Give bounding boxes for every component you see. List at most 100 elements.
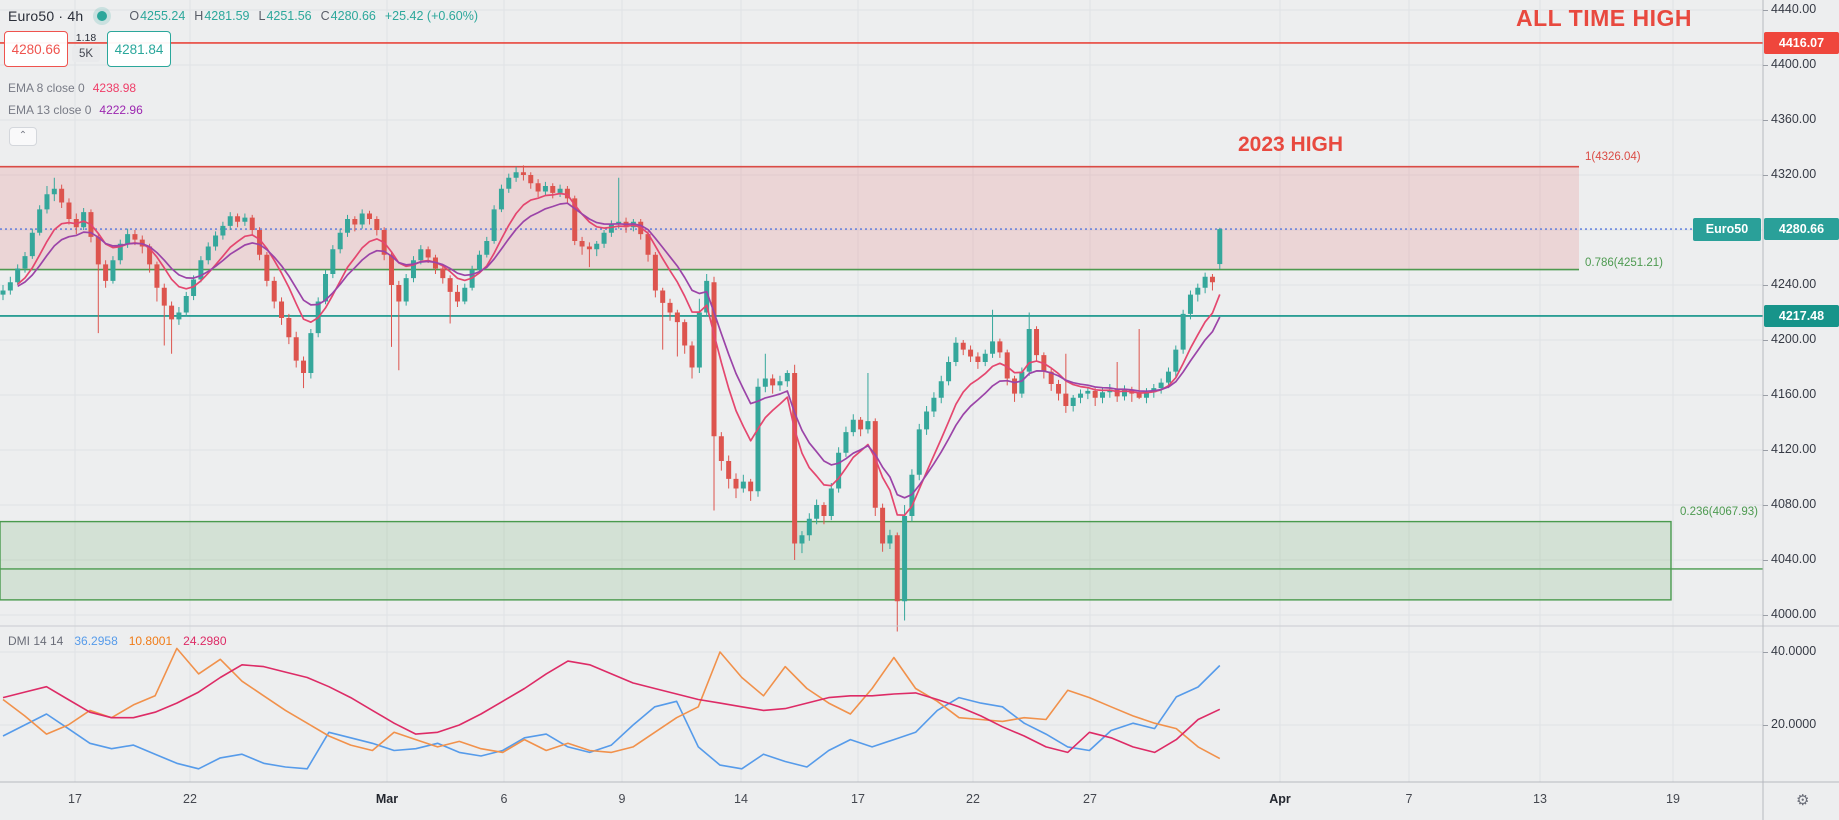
ohlc-readout: O4255.24 H4281.59 L4251.56 C4280.66 +25.…: [129, 9, 478, 23]
price-axis-tick[interactable]: 4320.00: [1762, 167, 1817, 181]
time-axis-tick[interactable]: 13: [1533, 792, 1547, 806]
price-axis-tick[interactable]: 4080.00: [1762, 497, 1817, 511]
candle-body: [711, 282, 717, 437]
candle-body: [733, 478, 739, 489]
price-axis-tick[interactable]: 4440.00: [1762, 2, 1817, 16]
candle-body: [674, 312, 680, 323]
dmi-axis-tick[interactable]: 20.0000: [1762, 717, 1817, 731]
candle-body: [894, 535, 900, 602]
ema8-line[interactable]: [17, 192, 1221, 517]
fib-resistance-zone[interactable]: [0, 166, 1579, 270]
candle-body: [946, 362, 952, 382]
close-label: C: [320, 9, 330, 23]
candle-body: [447, 278, 453, 292]
candle-body: [960, 342, 966, 350]
time-axis-tick[interactable]: 19: [1666, 792, 1680, 806]
quantity-chip[interactable]: 5K: [71, 46, 101, 62]
time-axis-tick[interactable]: 14: [734, 792, 748, 806]
high-value: 4281.59: [204, 9, 250, 23]
candle-body: [476, 254, 482, 270]
candle-body: [213, 235, 219, 247]
candle-body: [345, 219, 351, 233]
symbol-title[interactable]: Euro50 · 4h: [8, 8, 84, 24]
ema8-legend[interactable]: EMA 8 close 0 4238.98: [8, 81, 136, 95]
all-time-high-annotation: ALL TIME HIGH: [1516, 5, 1693, 31]
candle-body: [418, 249, 424, 261]
candle-body: [191, 279, 197, 296]
time-axis-tick[interactable]: 9: [618, 792, 626, 806]
dmi-axis-tick[interactable]: 40.0000: [1762, 644, 1817, 658]
dmi-adx-line[interactable]: [2, 660, 1221, 754]
price-axis-tick[interactable]: 4400.00: [1762, 57, 1817, 71]
candle-body: [161, 287, 167, 306]
candle-body: [425, 249, 431, 258]
candle-body: [865, 421, 871, 430]
time-axis-tick[interactable]: 17: [851, 792, 865, 806]
sell-button[interactable]: 4280.66: [4, 31, 68, 67]
candle-body: [1078, 393, 1084, 398]
candle-body: [323, 274, 329, 302]
candle-body: [858, 419, 864, 430]
price-axis-tick[interactable]: 4200.00: [1762, 332, 1817, 346]
candle-body: [645, 234, 651, 255]
ema13-line[interactable]: [17, 202, 1221, 499]
candle-body: [1121, 389, 1127, 397]
candle-body: [564, 188, 570, 199]
price-axis-tick[interactable]: 4040.00: [1762, 552, 1817, 566]
candle-body: [1019, 371, 1025, 394]
candle-body: [579, 241, 585, 247]
candle-body: [0, 290, 6, 295]
time-axis-tick[interactable]: 22: [183, 792, 197, 806]
time-axis-tick[interactable]: 6: [500, 792, 508, 806]
candle-body: [652, 254, 658, 291]
spread-value: 1.18: [75, 32, 97, 44]
candle-body: [227, 216, 233, 226]
price-axis-tick[interactable]: 4240.00: [1762, 277, 1817, 291]
price-axis-tick[interactable]: 4000.00: [1762, 607, 1817, 621]
candle-body: [968, 349, 974, 357]
time-axis-tick[interactable]: 7: [1405, 792, 1413, 806]
candle-body: [1187, 294, 1193, 314]
candle-body: [125, 234, 131, 244]
candle-body: [242, 217, 248, 222]
price-axis-tick[interactable]: 4120.00: [1762, 442, 1817, 456]
time-axis-tick[interactable]: Apr: [1269, 792, 1291, 806]
change-value: +25.42 (+0.60%): [384, 9, 478, 23]
candle-body: [1202, 276, 1208, 288]
candle-body: [557, 188, 563, 193]
dmi-legend[interactable]: DMI 14 14 36.2958 10.8001 24.2980: [8, 634, 227, 648]
buy-button[interactable]: 4281.84: [107, 31, 171, 67]
candle-body: [1012, 378, 1018, 394]
low-value: 4251.56: [266, 9, 312, 23]
time-axis-tick[interactable]: 17: [68, 792, 82, 806]
candle-body: [513, 172, 519, 178]
open-label: O: [129, 9, 140, 23]
time-axis-tick[interactable]: 27: [1083, 792, 1097, 806]
candle-body: [1136, 392, 1142, 398]
time-axis-tick[interactable]: Mar: [375, 792, 399, 806]
candle-body: [103, 264, 109, 281]
candle-body: [689, 345, 695, 368]
candle-body: [1056, 384, 1062, 394]
candle-body: [1143, 392, 1149, 398]
ema13-legend[interactable]: EMA 13 close 0 4222.96: [8, 103, 143, 117]
demand-zone[interactable]: [0, 520, 1672, 601]
price-badge: 4416.07: [1764, 31, 1839, 54]
axis-settings-gear-icon[interactable]: ⚙: [1796, 792, 1810, 809]
ema13-value: 4222.96: [99, 103, 143, 117]
price-axis-tick[interactable]: 4160.00: [1762, 387, 1817, 401]
dmi--di-line[interactable]: [2, 647, 1221, 760]
candle-body: [836, 452, 842, 489]
dmi-+di-line[interactable]: [2, 664, 1221, 770]
candle-body: [132, 234, 138, 240]
candle-body: [821, 505, 827, 516]
collapse-indicators-button[interactable]: ⌃: [9, 127, 37, 146]
candle-body: [1026, 329, 1032, 372]
price-axis-tick[interactable]: 4360.00: [1762, 112, 1817, 126]
candle-body: [498, 188, 504, 210]
time-axis-tick[interactable]: 22: [966, 792, 980, 806]
ema8-value: 4238.98: [92, 81, 137, 95]
